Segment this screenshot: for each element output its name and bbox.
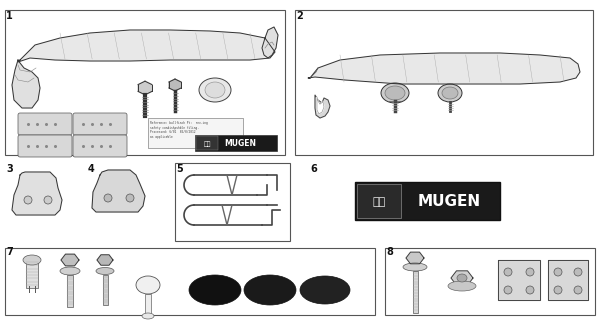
Ellipse shape: [199, 78, 231, 102]
FancyBboxPatch shape: [18, 135, 72, 157]
Ellipse shape: [104, 194, 112, 202]
Ellipse shape: [385, 86, 405, 100]
Text: 2: 2: [296, 11, 303, 21]
Bar: [26, 260, 38, 288]
Ellipse shape: [142, 313, 154, 319]
Ellipse shape: [126, 194, 134, 202]
Ellipse shape: [442, 87, 458, 99]
Ellipse shape: [300, 276, 350, 304]
Text: 5: 5: [176, 164, 183, 174]
Text: 6: 6: [310, 164, 317, 174]
FancyBboxPatch shape: [73, 135, 127, 157]
Polygon shape: [97, 255, 113, 265]
Ellipse shape: [403, 263, 427, 271]
Polygon shape: [18, 30, 275, 62]
FancyBboxPatch shape: [148, 118, 243, 148]
Bar: [175, 163, 290, 241]
Ellipse shape: [554, 268, 562, 276]
Ellipse shape: [244, 275, 296, 305]
Polygon shape: [498, 260, 540, 300]
Polygon shape: [262, 27, 278, 58]
Text: 1: 1: [6, 11, 13, 21]
Bar: [5, 248, 375, 315]
Text: 4: 4: [88, 164, 95, 174]
Ellipse shape: [189, 275, 241, 305]
Ellipse shape: [44, 196, 52, 204]
Bar: [413, 271, 418, 313]
Ellipse shape: [574, 268, 582, 276]
Bar: [385, 248, 595, 315]
Text: 3: 3: [6, 164, 13, 174]
Bar: [295, 10, 593, 155]
Bar: [357, 184, 401, 218]
Bar: [5, 10, 285, 155]
Ellipse shape: [60, 267, 80, 275]
Ellipse shape: [526, 268, 534, 276]
Ellipse shape: [381, 83, 409, 103]
Polygon shape: [406, 252, 424, 264]
Polygon shape: [315, 95, 330, 118]
Ellipse shape: [24, 196, 32, 204]
Ellipse shape: [504, 268, 512, 276]
Text: 無限: 無限: [203, 141, 211, 147]
Ellipse shape: [96, 268, 114, 275]
Ellipse shape: [504, 286, 512, 294]
Bar: [103, 275, 107, 305]
Text: Reference: bullfinch Pt:  rev-ing
safety condishpshble filing.
Processed: 6/01  : Reference: bullfinch Pt: rev-ing safety …: [150, 121, 208, 139]
Bar: [67, 275, 73, 307]
Bar: [145, 294, 151, 316]
Ellipse shape: [554, 286, 562, 294]
Ellipse shape: [205, 82, 225, 98]
Bar: [196, 136, 218, 150]
Ellipse shape: [23, 255, 41, 265]
Ellipse shape: [448, 281, 476, 291]
Ellipse shape: [457, 274, 467, 282]
FancyBboxPatch shape: [18, 113, 72, 135]
FancyBboxPatch shape: [73, 113, 127, 135]
Text: 無限: 無限: [373, 197, 386, 207]
Ellipse shape: [526, 286, 534, 294]
Text: MUGEN: MUGEN: [224, 140, 256, 148]
Bar: [355, 182, 500, 220]
Polygon shape: [169, 79, 181, 91]
Ellipse shape: [136, 276, 160, 294]
Bar: [195, 135, 277, 151]
Polygon shape: [138, 81, 152, 95]
Text: 8: 8: [386, 247, 393, 257]
Polygon shape: [61, 254, 79, 266]
Polygon shape: [12, 60, 40, 108]
Polygon shape: [451, 271, 473, 285]
Ellipse shape: [574, 286, 582, 294]
Text: MUGEN: MUGEN: [418, 195, 481, 210]
Polygon shape: [308, 53, 580, 84]
Polygon shape: [12, 172, 62, 215]
Text: 7: 7: [6, 247, 13, 257]
Polygon shape: [548, 260, 588, 300]
Polygon shape: [92, 170, 145, 212]
Polygon shape: [317, 97, 324, 114]
Ellipse shape: [438, 84, 462, 102]
